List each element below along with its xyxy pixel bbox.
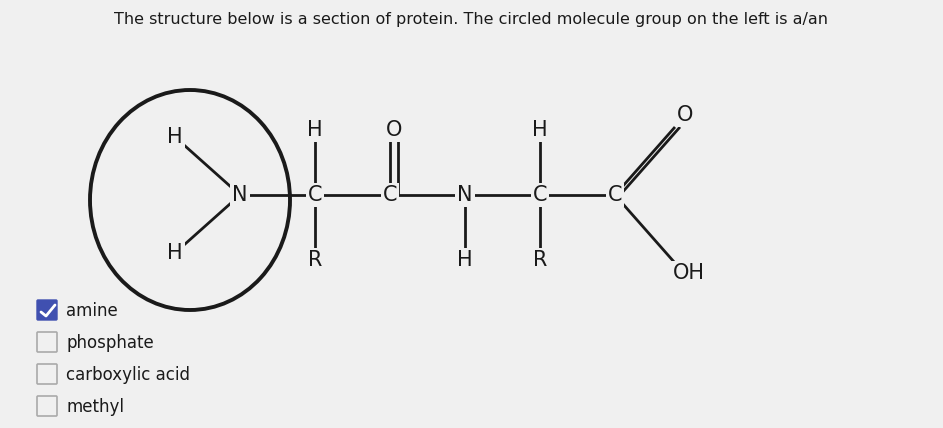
Text: R: R (533, 250, 547, 270)
Text: methyl: methyl (66, 398, 124, 416)
Text: H: H (307, 120, 323, 140)
Text: O: O (677, 105, 693, 125)
Text: H: H (532, 120, 548, 140)
Text: amine: amine (66, 302, 118, 320)
Text: The structure below is a section of protein. The circled molecule group on the l: The structure below is a section of prot… (114, 12, 829, 27)
Text: H: H (457, 250, 472, 270)
FancyBboxPatch shape (37, 332, 57, 352)
Text: phosphate: phosphate (66, 334, 154, 352)
Text: O: O (386, 120, 402, 140)
Text: H: H (167, 127, 183, 147)
Text: C: C (307, 185, 323, 205)
FancyBboxPatch shape (37, 396, 57, 416)
Text: C: C (607, 185, 622, 205)
Text: carboxylic acid: carboxylic acid (66, 366, 190, 384)
Text: C: C (383, 185, 397, 205)
FancyBboxPatch shape (37, 300, 57, 320)
Text: N: N (232, 185, 248, 205)
Text: N: N (457, 185, 472, 205)
Text: OH: OH (673, 263, 705, 283)
Text: H: H (167, 243, 183, 263)
Text: R: R (307, 250, 323, 270)
FancyBboxPatch shape (37, 364, 57, 384)
Text: C: C (533, 185, 547, 205)
